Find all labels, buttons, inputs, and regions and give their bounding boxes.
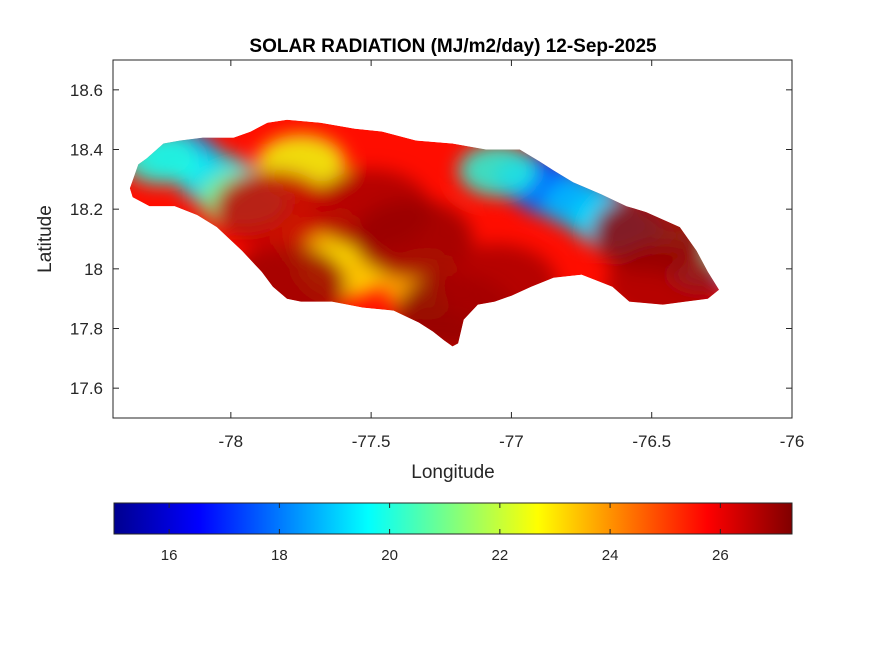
field-feature — [458, 144, 537, 197]
x-axis: -78 -77.5 -77 -76.5 -76 — [219, 60, 805, 451]
y-tick-label: 18.6 — [70, 81, 103, 100]
x-tick-label: -78 — [219, 432, 244, 451]
colorbar-tick-label: 16 — [161, 547, 178, 564]
y-axis: 17.6 17.8 18 18.2 18.4 18.6 — [70, 81, 792, 398]
plot-frame — [112, 59, 793, 419]
colorbar-tick-label: 18 — [271, 547, 288, 564]
y-tick-label: 17.8 — [70, 320, 103, 339]
x-tick-label: -76.5 — [632, 432, 671, 451]
x-tick-label: -77.5 — [352, 432, 391, 451]
colorbar — [113, 502, 793, 535]
colorbar-tick-label: 26 — [712, 547, 729, 564]
colorbar-tick-label: 22 — [492, 547, 509, 564]
field-feature — [212, 169, 333, 250]
chart-title: SOLAR RADIATION (MJ/m2/day) 12-Sep-2025 — [249, 36, 657, 57]
y-axis-label: Latitude — [35, 205, 56, 273]
y-tick-label: 17.6 — [70, 379, 103, 398]
field-feature — [353, 199, 474, 279]
y-tick-label: 18.4 — [70, 141, 103, 160]
x-tick-label: -77 — [499, 432, 524, 451]
colorbar-axis: 16 18 20 22 24 26 — [161, 503, 729, 564]
y-tick-label: 18 — [84, 260, 103, 279]
colorbar-tick-label: 20 — [381, 547, 398, 564]
x-tick-label: -76 — [780, 432, 805, 451]
y-tick-label: 18.2 — [70, 200, 103, 219]
x-axis-label: Longitude — [411, 462, 494, 483]
colorbar-tick-label: 24 — [602, 547, 619, 564]
